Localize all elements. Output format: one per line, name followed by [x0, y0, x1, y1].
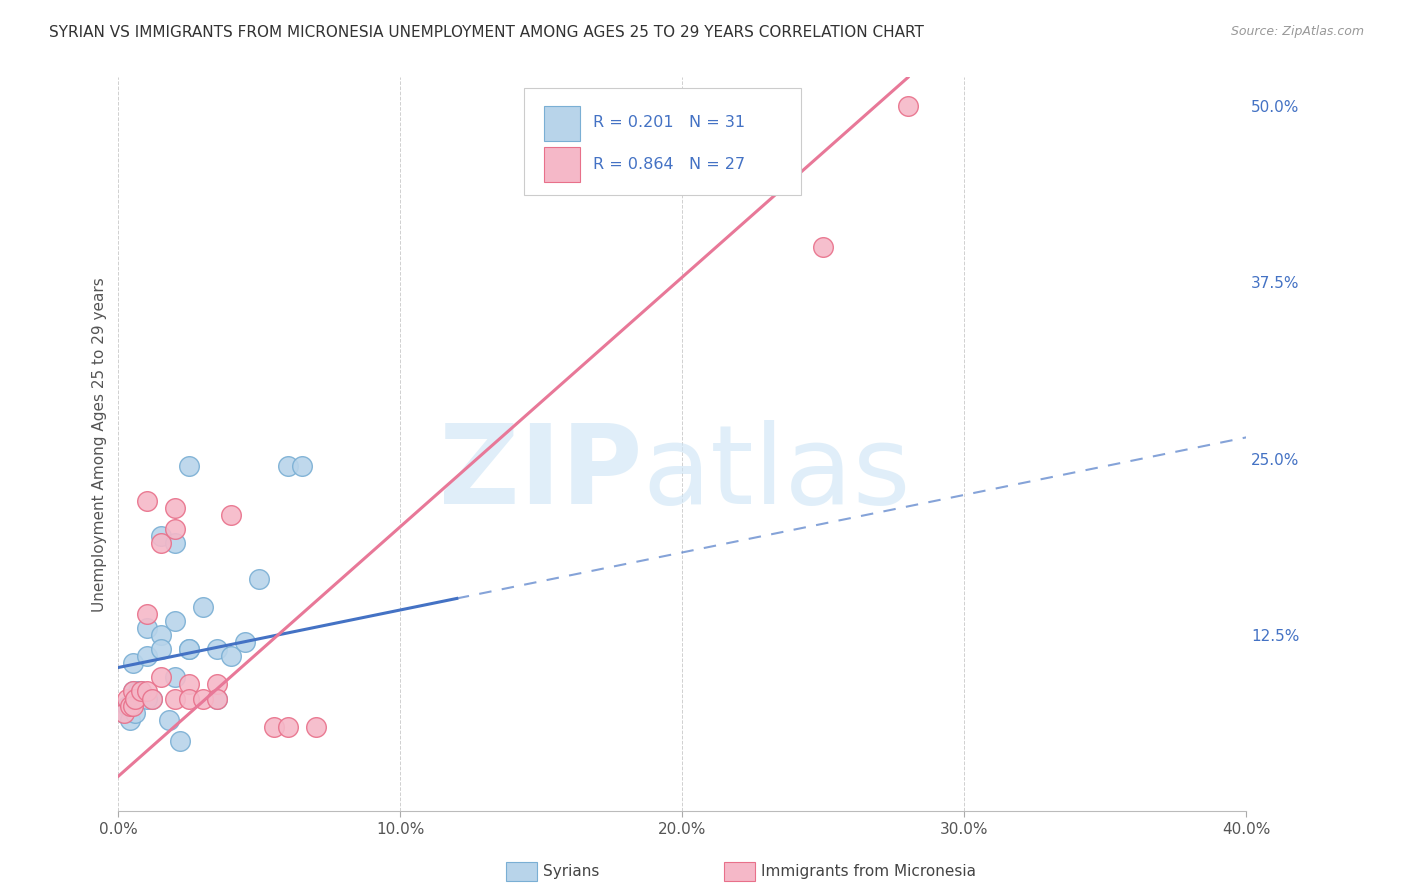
- Point: [149, 628, 172, 642]
- Point: [177, 642, 200, 657]
- Point: [205, 677, 228, 691]
- Point: [219, 649, 242, 664]
- Point: [163, 691, 186, 706]
- Text: ZIP: ZIP: [440, 420, 643, 527]
- Point: [263, 720, 285, 734]
- Y-axis label: Unemployment Among Ages 25 to 29 years: Unemployment Among Ages 25 to 29 years: [93, 277, 107, 612]
- Point: [129, 684, 152, 698]
- FancyBboxPatch shape: [524, 88, 801, 194]
- Point: [149, 642, 172, 657]
- Point: [249, 572, 271, 586]
- Text: Source: ZipAtlas.com: Source: ZipAtlas.com: [1230, 25, 1364, 38]
- Point: [177, 691, 200, 706]
- Point: [191, 599, 214, 614]
- FancyBboxPatch shape: [544, 147, 579, 182]
- Point: [124, 691, 146, 706]
- Point: [177, 677, 200, 691]
- Point: [112, 706, 135, 720]
- Point: [897, 98, 920, 112]
- Point: [233, 635, 256, 649]
- Point: [163, 670, 186, 684]
- Point: [121, 684, 143, 698]
- Point: [163, 500, 186, 515]
- Point: [124, 706, 146, 720]
- Text: Immigrants from Micronesia: Immigrants from Micronesia: [761, 864, 976, 879]
- Point: [219, 508, 242, 522]
- Point: [141, 691, 163, 706]
- Text: R = 0.864   N = 27: R = 0.864 N = 27: [593, 157, 745, 171]
- Point: [149, 670, 172, 684]
- Text: R = 0.201   N = 31: R = 0.201 N = 31: [593, 115, 745, 130]
- Point: [135, 684, 157, 698]
- Point: [157, 713, 180, 727]
- Point: [205, 691, 228, 706]
- Point: [118, 713, 141, 727]
- Point: [277, 458, 299, 473]
- Point: [127, 684, 149, 698]
- Point: [163, 522, 186, 536]
- Text: SYRIAN VS IMMIGRANTS FROM MICRONESIA UNEMPLOYMENT AMONG AGES 25 TO 29 YEARS CORR: SYRIAN VS IMMIGRANTS FROM MICRONESIA UNE…: [49, 25, 924, 40]
- Point: [121, 698, 143, 713]
- Point: [112, 706, 135, 720]
- Point: [163, 536, 186, 550]
- Point: [135, 494, 157, 508]
- Point: [118, 698, 141, 713]
- Point: [121, 684, 143, 698]
- Point: [177, 458, 200, 473]
- Point: [115, 691, 138, 706]
- Text: Syrians: Syrians: [543, 864, 599, 879]
- Point: [141, 691, 163, 706]
- Point: [813, 240, 835, 254]
- Point: [177, 642, 200, 657]
- Point: [163, 614, 186, 628]
- Point: [121, 657, 143, 671]
- Point: [205, 691, 228, 706]
- Point: [135, 621, 157, 635]
- Point: [129, 684, 152, 698]
- Point: [115, 698, 138, 713]
- Point: [291, 458, 314, 473]
- Point: [135, 649, 157, 664]
- Point: [277, 720, 299, 734]
- Point: [135, 691, 157, 706]
- Point: [169, 734, 191, 748]
- Point: [149, 529, 172, 543]
- Point: [135, 607, 157, 621]
- Text: atlas: atlas: [643, 420, 911, 527]
- Point: [205, 642, 228, 657]
- FancyBboxPatch shape: [544, 106, 579, 141]
- Point: [305, 720, 328, 734]
- Point: [149, 536, 172, 550]
- Point: [191, 691, 214, 706]
